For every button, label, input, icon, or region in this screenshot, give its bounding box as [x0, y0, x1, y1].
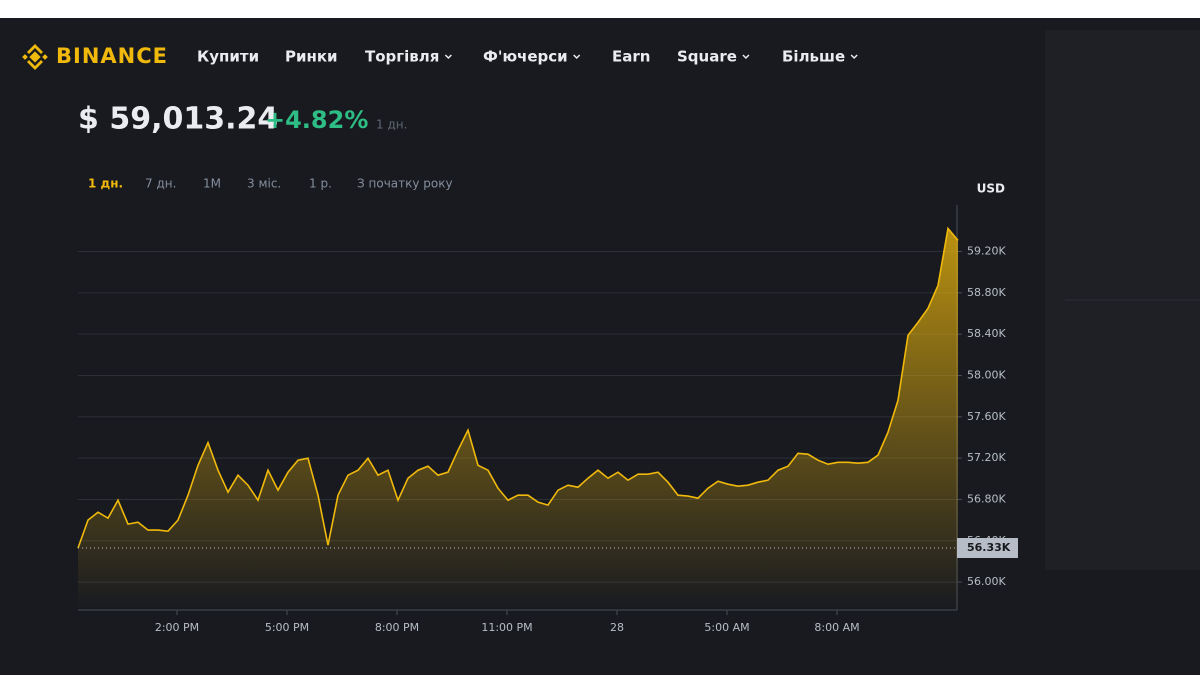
nav-item[interactable]: Earn — [612, 48, 650, 66]
timeframe[interactable]: 7 дн. — [145, 177, 176, 191]
price: $ 59,013.24 — [78, 102, 278, 137]
nav-item[interactable]: Більше — [782, 48, 845, 66]
nav-item[interactable]: Торгівля — [365, 48, 439, 66]
x-tick-label: 2:00 PM — [155, 621, 199, 634]
x-tick-label: 11:00 PM — [481, 621, 532, 634]
x-tick-label: 5:00 PM — [265, 621, 309, 634]
timeframe[interactable]: 3 міс. — [247, 177, 281, 191]
timeframe[interactable]: 1М — [203, 177, 221, 191]
y-tick-label: 57.20K — [967, 451, 1006, 464]
x-tick-label: 28 — [610, 621, 624, 634]
nav-item[interactable]: Ф'ючерси — [483, 48, 568, 66]
nav-item[interactable]: Ринки — [285, 48, 338, 66]
y-tick-label: 56.00K — [967, 575, 1006, 588]
logo[interactable]: BINANCE — [56, 44, 168, 68]
y-tick-label: 58.40K — [967, 327, 1006, 340]
x-tick-label: 8:00 AM — [814, 621, 859, 634]
y-tick-label: 58.80K — [967, 286, 1006, 299]
y-tick-label: 59.20K — [967, 244, 1006, 257]
nav-item[interactable]: Купити — [197, 48, 259, 66]
currency: USD — [977, 182, 1005, 196]
y-tick-label: 57.60K — [967, 410, 1006, 423]
price-tag-label: 56.33K — [967, 541, 1011, 554]
timeframe[interactable]: 1 дн. — [88, 177, 123, 191]
timeframe[interactable]: З початку року — [357, 177, 453, 191]
browser-strip — [0, 0, 1200, 18]
change-period: 1 дн. — [376, 118, 407, 132]
y-tick-label: 58.00K — [967, 368, 1006, 381]
price-change: +4.82% — [265, 106, 368, 134]
x-tick-label: 8:00 PM — [375, 621, 419, 634]
y-tick-label: 56.80K — [967, 492, 1006, 505]
x-tick-label: 5:00 AM — [704, 621, 749, 634]
timeframe[interactable]: 1 р. — [309, 177, 332, 191]
nav-item[interactable]: Square — [677, 48, 737, 66]
